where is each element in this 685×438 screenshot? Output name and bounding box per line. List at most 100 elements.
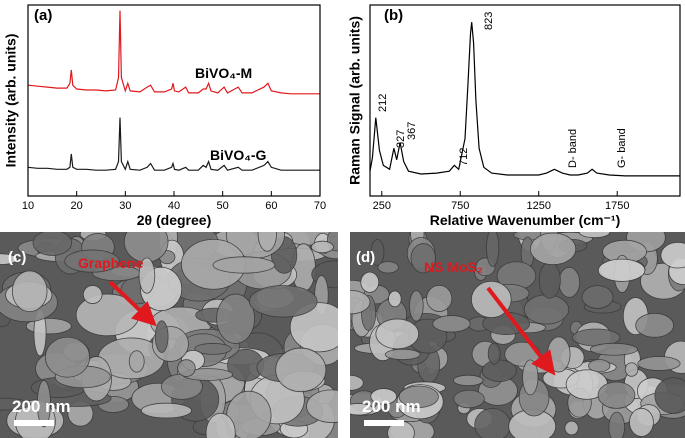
- sem-grain: [275, 347, 327, 393]
- sem-grain: [597, 381, 636, 409]
- sem-grain: [154, 320, 169, 353]
- sem-grain: [310, 240, 334, 254]
- sem-grain: [538, 261, 561, 299]
- annotation: NS MoS₂: [424, 259, 483, 275]
- x-tick-label: 40: [168, 200, 180, 212]
- x-tick-label: 250: [373, 200, 391, 212]
- sem-grain: [637, 356, 681, 371]
- x-tick-label: 1750: [605, 200, 629, 212]
- panel-label: (b): [384, 7, 403, 24]
- scale-bar: [364, 420, 404, 426]
- peak-label: G- band: [616, 128, 628, 168]
- sem-grain: [212, 256, 276, 274]
- sem-grain: [44, 336, 91, 378]
- sem-grain: [564, 420, 579, 436]
- sem-grain: [523, 294, 570, 325]
- sem-grain: [452, 374, 484, 386]
- x-tick-label: 750: [451, 200, 469, 212]
- sem-grain: [64, 249, 120, 273]
- sem-grain: [581, 285, 614, 309]
- x-tick-label: 1250: [526, 200, 550, 212]
- sem-grain: [360, 271, 380, 293]
- series-label: BiVO₄-M: [195, 65, 252, 81]
- scale-bar-label: 200 nm: [12, 397, 71, 416]
- arrow: [108, 280, 157, 327]
- x-tick-label: 10: [22, 200, 34, 212]
- peak-label: D- band: [567, 129, 579, 168]
- sem-grain: [216, 293, 255, 344]
- x-tick-label: 50: [217, 200, 229, 212]
- sem-grain: [248, 285, 318, 318]
- sem-grain: [0, 253, 18, 265]
- sem-grain: [481, 359, 517, 382]
- sem-grain: [486, 232, 500, 267]
- sem-grain: [0, 397, 32, 411]
- x-tick-label: 60: [265, 200, 277, 212]
- sem-grain: [453, 389, 485, 409]
- sem-grain: [11, 270, 48, 313]
- sem-grain: [409, 290, 424, 322]
- sem-grain: [350, 289, 371, 315]
- sem-grain: [384, 348, 421, 361]
- sem-grain: [388, 290, 402, 308]
- sem-grain: [522, 359, 539, 396]
- peak-label: 823: [483, 12, 495, 30]
- sem-grain: [410, 243, 436, 274]
- sem-grain: [350, 403, 374, 416]
- sem-grain: [426, 284, 453, 312]
- sem-grain: [128, 350, 145, 373]
- sem-grain: [370, 239, 385, 267]
- scale-bar-label: 200 nm: [362, 397, 421, 416]
- plot-frame: [369, 4, 681, 197]
- sem-grain: [487, 342, 501, 365]
- panel-label: (c): [8, 249, 26, 266]
- y-axis-title: Raman Signal (arb. units): [347, 16, 363, 185]
- sem-grain: [597, 258, 646, 282]
- sem-grain: [370, 388, 398, 405]
- sem-grain: [257, 232, 277, 252]
- peak-label: 367: [406, 122, 418, 140]
- data-line: [369, 22, 680, 177]
- sem-grain: [588, 359, 611, 373]
- x-tick-label: 30: [119, 200, 131, 212]
- sem-grain: [530, 232, 577, 266]
- sem-grain: [470, 280, 512, 319]
- data-line: [27, 117, 320, 171]
- x-axis-title: Relative Wavenumber (cm⁻¹): [430, 212, 620, 228]
- sem-grain: [140, 402, 192, 419]
- scale-bar: [14, 420, 54, 426]
- sem-grain: [375, 318, 420, 350]
- sem-grain: [82, 285, 103, 304]
- peak-label: 327: [395, 130, 407, 148]
- sem-image: [350, 232, 685, 438]
- sem-grain: [177, 359, 196, 377]
- peak-label: 212: [377, 94, 389, 112]
- data-line: [27, 10, 320, 95]
- sem-grain: [654, 377, 685, 414]
- sem-grain: [350, 374, 364, 391]
- sem-grain: [138, 257, 156, 294]
- sem-grain: [578, 232, 611, 239]
- x-tick-label: 20: [71, 200, 83, 212]
- panel-label: (a): [34, 7, 52, 24]
- sem-grain: [624, 362, 639, 377]
- sem-grain: [306, 389, 338, 423]
- series-label: BiVO₄-G: [210, 147, 267, 163]
- panel-label: (d): [356, 249, 375, 266]
- sem-grain: [474, 408, 511, 438]
- sem-grain: [635, 312, 675, 338]
- sem-grain: [629, 407, 654, 437]
- sem-grain: [547, 336, 571, 373]
- sem-grain: [432, 315, 471, 333]
- sem-grain: [289, 302, 338, 353]
- x-tick-label: 70: [314, 200, 326, 212]
- peak-label: 712: [458, 148, 470, 166]
- arrow: [486, 286, 556, 376]
- sem-image: [0, 232, 338, 438]
- sem-grain: [377, 261, 399, 274]
- sem-grain: [398, 385, 439, 408]
- sem-grain: [36, 379, 51, 428]
- annotation: Graphene: [78, 255, 144, 271]
- sem-grain: [558, 266, 581, 298]
